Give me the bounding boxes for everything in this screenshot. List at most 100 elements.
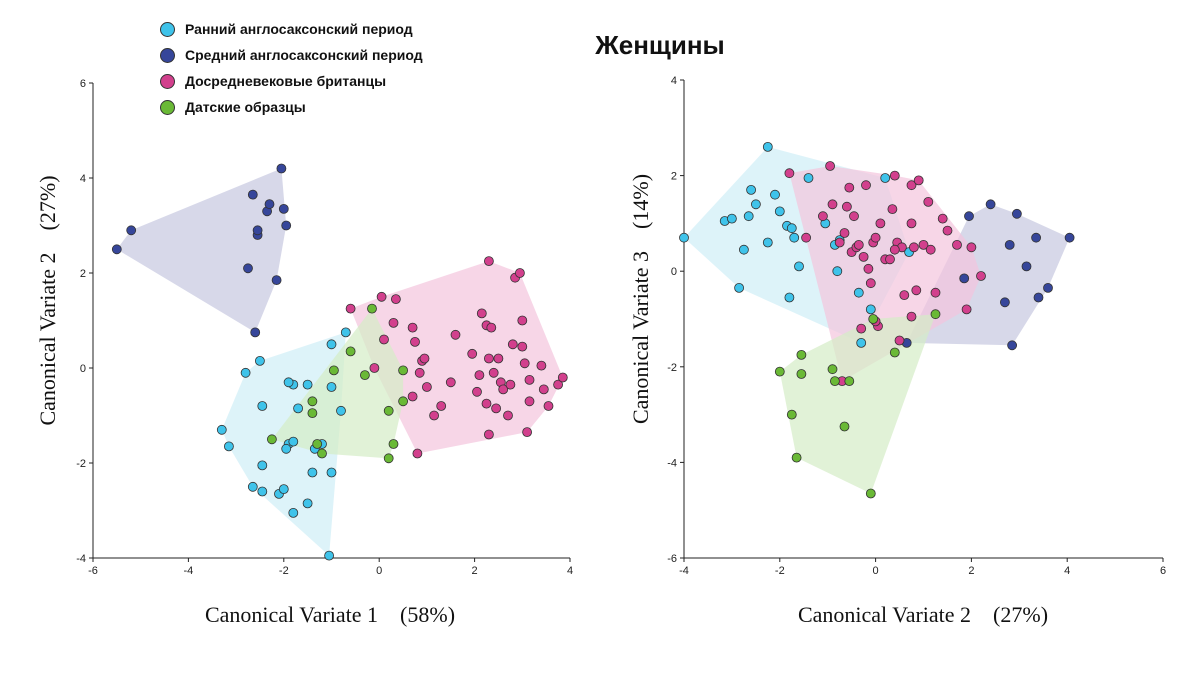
data-point — [1004, 239, 1015, 250]
data-point — [925, 244, 936, 255]
data-point — [257, 460, 268, 471]
data-point — [952, 239, 962, 250]
data-point — [784, 168, 795, 179]
legend: Ранний англосаксонский период Средний анг… — [160, 16, 423, 120]
data-point — [865, 304, 876, 315]
data-point — [474, 370, 485, 381]
data-point — [491, 403, 502, 414]
data-point — [557, 372, 568, 383]
data-point — [517, 315, 528, 326]
data-point — [307, 396, 318, 407]
data-point — [789, 232, 800, 243]
data-point — [746, 184, 756, 195]
data-point — [739, 244, 749, 255]
data-point — [507, 339, 518, 350]
legend-label: Средний англосаксонский период — [185, 47, 423, 63]
y-tick-label: 4 — [80, 173, 86, 185]
data-point — [796, 349, 807, 360]
data-point — [911, 285, 922, 296]
data-point — [827, 199, 838, 210]
data-point — [302, 498, 313, 509]
data-point — [266, 434, 277, 445]
data-point — [906, 180, 917, 191]
data-point — [964, 211, 974, 222]
data-point — [1033, 292, 1044, 303]
data-point — [503, 410, 513, 421]
legend-swatch — [160, 99, 175, 115]
data-point — [340, 327, 351, 338]
data-point — [839, 421, 850, 432]
data-point — [407, 322, 418, 333]
data-point — [784, 292, 795, 303]
data-point — [909, 242, 919, 253]
legend-swatch — [160, 21, 175, 37]
data-point — [336, 405, 346, 416]
legend-label: Досредневековые британцы — [185, 73, 387, 89]
data-point — [383, 453, 394, 464]
data-point — [467, 348, 478, 359]
data-point — [751, 199, 761, 210]
data-point — [913, 175, 924, 186]
x-axis-label: Canonical Variate 2 (27%) — [798, 602, 1048, 627]
data-point — [476, 308, 487, 319]
data-point — [436, 401, 447, 411]
y-tick-label: -4 — [76, 553, 86, 565]
data-point — [803, 173, 814, 183]
legend-item: Датские образцы — [160, 94, 423, 120]
legend-swatch — [160, 73, 175, 89]
y-tick-label: -2 — [667, 362, 677, 374]
data-point — [853, 239, 864, 250]
y-tick-label: 0 — [671, 266, 677, 278]
data-point — [345, 346, 356, 357]
chart-title: Женщины — [595, 30, 725, 60]
data-point — [376, 291, 387, 302]
data-point — [762, 237, 773, 248]
x-tick-label: 0 — [873, 565, 879, 577]
y-tick-label: 0 — [80, 363, 86, 375]
data-point — [827, 364, 838, 375]
data-point — [472, 386, 482, 397]
data-point — [307, 467, 318, 478]
x-tick-label: 2 — [968, 565, 974, 577]
y-tick-label: 6 — [80, 78, 86, 90]
y-tick-label: 2 — [671, 171, 677, 183]
data-point — [743, 211, 754, 222]
data-point — [961, 304, 972, 315]
y-tick-label: -2 — [76, 458, 86, 470]
data-point — [257, 486, 268, 497]
data-point — [889, 347, 900, 358]
data-point — [770, 189, 780, 200]
data-point — [524, 396, 535, 407]
data-point — [421, 382, 432, 392]
data-point — [856, 337, 867, 348]
legend-label: Ранний англосаксонский период — [185, 21, 413, 37]
data-point — [522, 427, 532, 438]
data-point — [959, 273, 970, 284]
x-tick-label: -2 — [279, 565, 289, 577]
data-point — [307, 408, 318, 419]
data-point — [250, 327, 261, 338]
data-point — [412, 448, 423, 459]
data-point — [271, 275, 282, 286]
x-tick-label: 6 — [1160, 565, 1166, 577]
data-point — [844, 376, 855, 387]
data-point — [791, 452, 802, 463]
data-point — [966, 242, 977, 253]
data-point — [849, 211, 859, 222]
x-axis-label: Canonical Variate 1 (58%) — [205, 602, 455, 627]
data-point — [276, 163, 287, 174]
data-point — [786, 223, 797, 234]
data-point — [326, 467, 337, 478]
data-point — [410, 336, 420, 347]
data-point — [774, 206, 785, 217]
data-point — [786, 409, 797, 420]
data-point — [861, 180, 871, 191]
data-point — [536, 360, 547, 371]
data-point — [899, 290, 910, 301]
data-point — [264, 199, 275, 210]
data-point — [288, 436, 299, 447]
data-point — [486, 322, 497, 333]
data-point — [774, 366, 785, 377]
legend-label: Датские образцы — [185, 99, 306, 115]
